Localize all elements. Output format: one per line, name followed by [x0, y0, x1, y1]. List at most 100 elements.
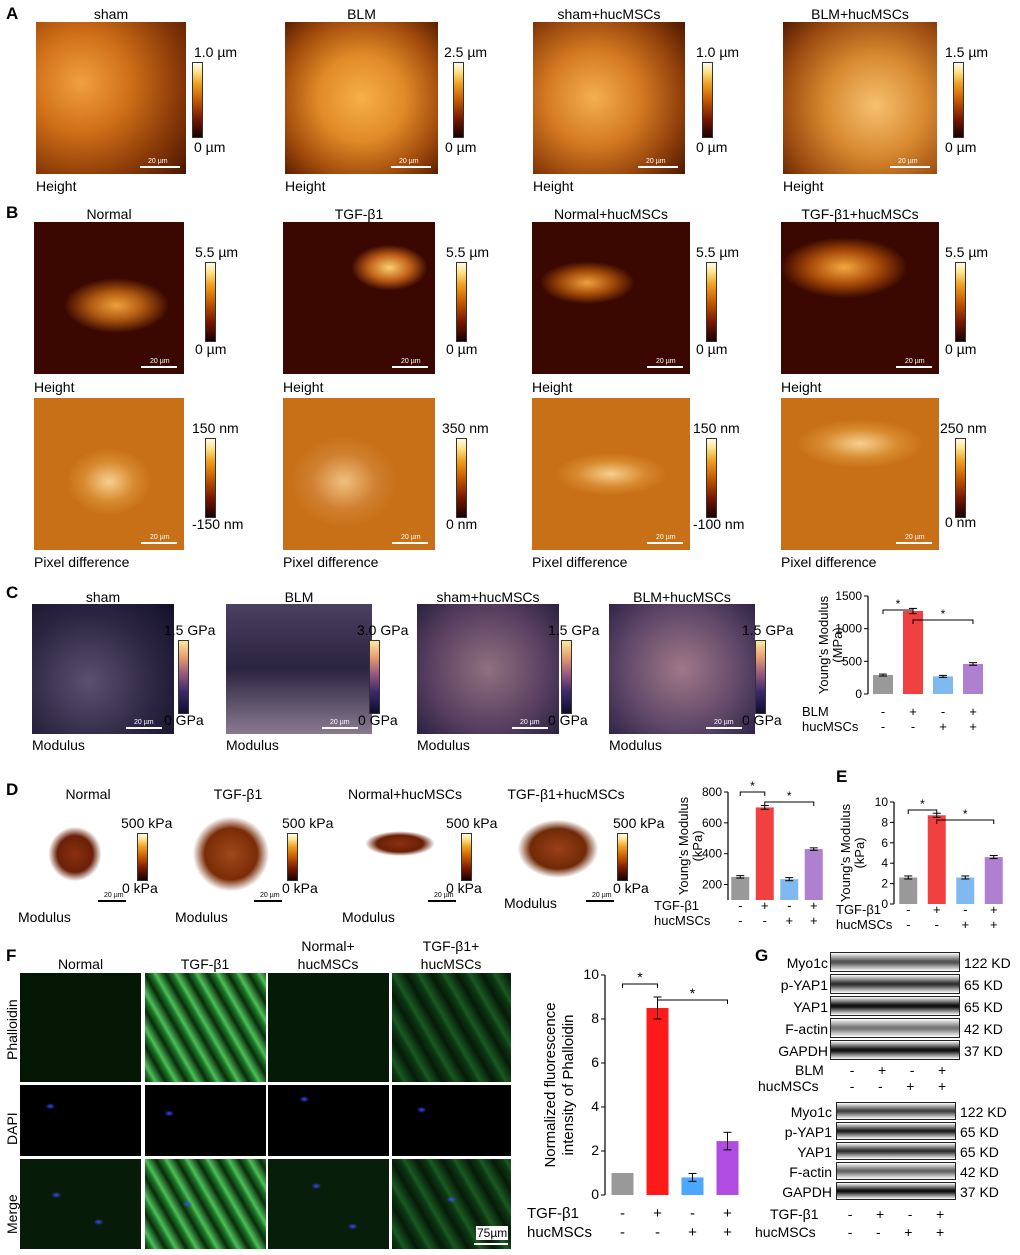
row-label-phalloidin: Phalloidin [4, 999, 20, 1060]
panel-c-title-2: BLM [284, 589, 314, 605]
sign: - [849, 1078, 855, 1094]
title-line: Normal+ [301, 938, 355, 954]
color-bar-min: 0 µm [945, 341, 977, 357]
blot-band-row [836, 1142, 956, 1160]
image-sublabel: Pixel difference [532, 554, 628, 570]
y-tick-label: 2 [591, 1142, 599, 1158]
image-sublabel: Height [533, 178, 574, 194]
y-tick-label: 200 [702, 878, 722, 892]
y-tick-label: 8 [881, 815, 888, 829]
color-bar-max: 1.0 µm [696, 44, 740, 60]
image-sublabel: Pixel difference [283, 554, 379, 570]
image-sublabel: Modulus [226, 737, 279, 753]
color-bar [953, 62, 964, 138]
blot-band-row [830, 952, 960, 972]
scale-bar-label: 20 µm [905, 358, 925, 365]
color-bar-min: 0 µm [446, 341, 478, 357]
color-bar [755, 640, 766, 714]
significance-star: * [750, 779, 755, 793]
scale-bar [126, 727, 162, 729]
condition-sign: - [906, 902, 910, 917]
bar [903, 611, 923, 694]
panel-d-title-1: Normal [65, 786, 111, 802]
scale-bar [322, 727, 358, 729]
condition-sign: - [620, 1205, 625, 1222]
color-bar-min: 0 kPa [613, 880, 649, 896]
blot-top-signs2: - - + + [838, 1078, 958, 1094]
blot-top-factor1: BLM [795, 1062, 824, 1078]
condition-sign: - [881, 719, 885, 734]
panel-c-title-4: BLM+hucMSCs [633, 589, 731, 605]
panel-c-title-3: sham+hucMSCs [436, 589, 540, 605]
color-bar-max: 3.0 GPa [357, 622, 409, 638]
blot-kd-label: 122 KD [964, 955, 1011, 971]
y-axis-unit: (kPa) [852, 837, 867, 868]
condition-sign: - [906, 917, 910, 932]
blot-bottom-signs1: - + - + [836, 1206, 956, 1222]
scale-bar-label: 20 µm [898, 158, 918, 165]
afm-modulus-image-blm [226, 604, 372, 734]
afm-height-image-normal [34, 222, 184, 374]
blot-protein-label: Myo1c [790, 1104, 832, 1120]
y-tick-label: 800 [702, 785, 722, 799]
scale-bar-label: 20 µm [150, 534, 170, 541]
sign: - [878, 1078, 883, 1094]
condition-sign: + [990, 902, 998, 917]
factor-label: TGF-β1 [654, 898, 699, 913]
y-tick-label: 600 [702, 816, 722, 830]
sign: - [907, 1206, 913, 1222]
scale-bar-label: 20 µm [399, 158, 419, 165]
color-bar-max: 250 nm [940, 420, 987, 436]
afm-pixel-image-tgf-hucmscs [781, 398, 939, 550]
blot-protein-label: F-actin [785, 1021, 828, 1037]
sign: - [876, 1224, 881, 1240]
y-tick-label: 1500 [835, 589, 862, 603]
panel-label-a: A [6, 4, 19, 23]
blot-kd-label: 42 KD [964, 1021, 1003, 1037]
condition-sign: + [723, 1224, 732, 1241]
significance-star: * [920, 797, 925, 811]
color-bar-max: 2.5 µm [444, 44, 488, 60]
color-bar-min: 0 kPa [446, 880, 482, 896]
bar [956, 877, 975, 904]
scale-bar-label: 20 µm [656, 358, 676, 365]
fluorescence-phalloidin-normal-hucmscs [268, 973, 389, 1082]
color-bar-max: 1.5 µm [945, 44, 989, 60]
panel-b-title-3: Normal+hucMSCs [554, 206, 668, 222]
sign: - [849, 1062, 855, 1078]
scale-bar [428, 900, 456, 902]
afm-modulus-image-tgf-hucmscs [502, 802, 614, 906]
panel-a-title-1: sham [93, 6, 129, 22]
image-sublabel: Modulus [18, 909, 71, 925]
panel-d-title-4: TGF-β1+hucMSCs [507, 786, 625, 802]
scale-bar [141, 366, 177, 368]
color-bar-min: 0 GPa [164, 712, 204, 728]
fluorescence-merge-normal [20, 1159, 141, 1249]
blot-protein-label: YAP1 [793, 999, 828, 1015]
blot-bottom-kd: 122 KD 65 KD 65 KD 42 KD 37 KD [960, 1102, 1020, 1202]
significance-bracket [912, 619, 974, 624]
afm-pixel-image-tgf [283, 398, 435, 550]
condition-sign: - [690, 1205, 695, 1222]
color-bar-min: 0 µm [696, 139, 728, 155]
fluorescence-dapi-tgf [145, 1085, 266, 1156]
blot-bottom [836, 1102, 956, 1202]
afm-modulus-image-blm-hucmscs [609, 604, 755, 734]
panel-label-e: E [836, 767, 848, 786]
blot-kd-label: 37 KD [960, 1184, 999, 1200]
scale-bar-label: 20 µm [905, 534, 925, 541]
color-bar-min: 0 µm [195, 341, 227, 357]
sign: + [876, 1206, 885, 1222]
bar [716, 1141, 739, 1195]
blot-band-row [836, 1122, 956, 1140]
scale-bar [98, 900, 126, 902]
afm-height-image-sham-hucmscs [533, 22, 685, 174]
color-bar [205, 262, 216, 342]
afm-height-image-normal-hucmscs [532, 222, 690, 374]
factor-label: hucMSCs [802, 719, 859, 734]
color-bar-min: 0 µm [194, 139, 226, 155]
condition-sign: + [990, 917, 998, 932]
y-tick-label: 6 [881, 836, 888, 850]
color-bar [617, 833, 628, 881]
bar [899, 877, 918, 904]
